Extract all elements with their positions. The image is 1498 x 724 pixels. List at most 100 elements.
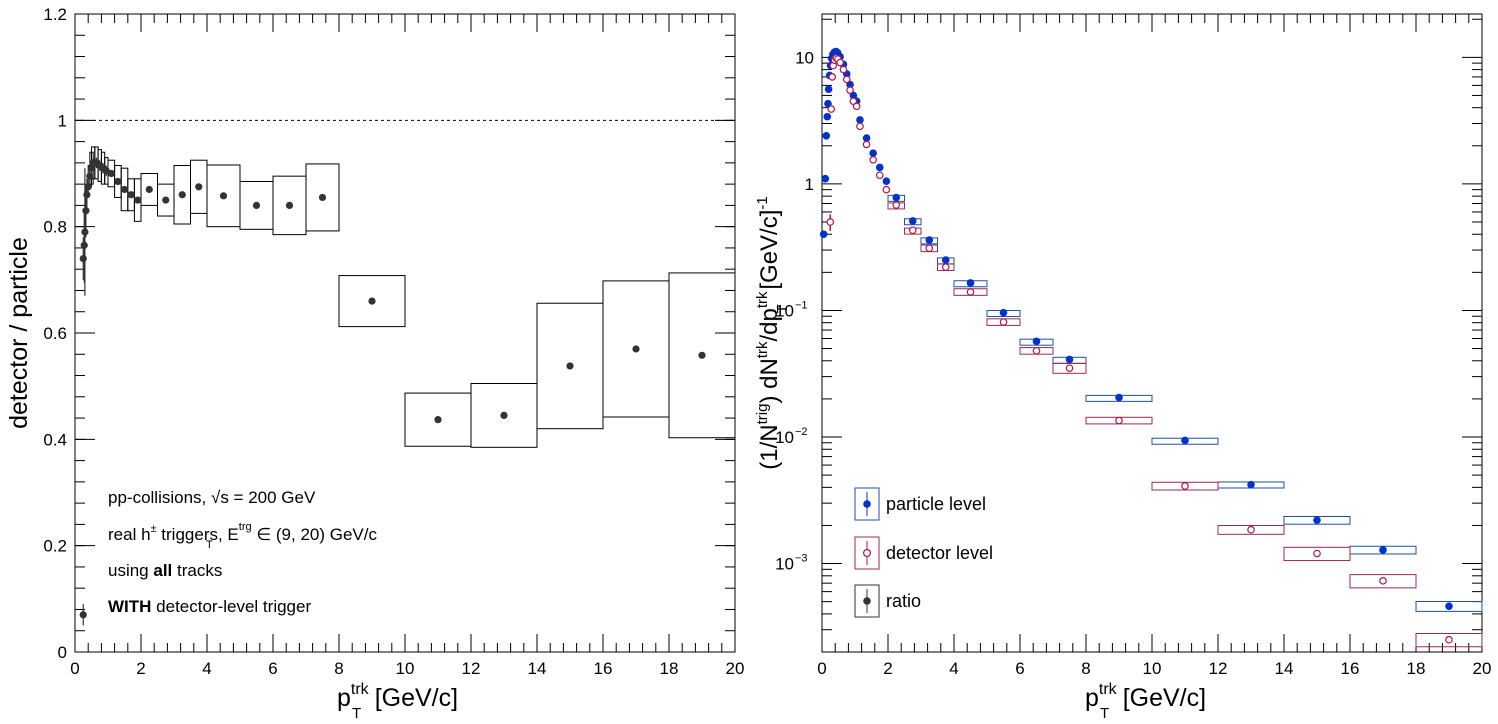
right-y-label-p8: -1 (754, 196, 771, 209)
detector-sys-box (1217, 525, 1285, 535)
right-y-label-p4: /dp (756, 308, 783, 341)
right-y-label-p7: [GeV/c] (756, 210, 783, 297)
left-y-tick-label: 0.4 (43, 430, 67, 449)
particle-point (1181, 436, 1189, 445)
right-x-tick-label: 2 (883, 659, 892, 678)
ratio-point (145, 185, 153, 194)
left-y-tick-label: 1.2 (43, 5, 67, 24)
left-data-points (79, 157, 706, 626)
particle-point (941, 256, 950, 264)
particle-point (823, 112, 832, 121)
left-x-tick-label: 12 (462, 659, 481, 678)
detector-point (862, 140, 871, 149)
detector-point (826, 218, 835, 226)
right-x-tick-label: 20 (1473, 659, 1492, 678)
particle-point (822, 131, 831, 140)
right-y-label-p0: (1/N (756, 424, 783, 469)
left-x-tick-label: 0 (70, 659, 79, 678)
particle-point (819, 230, 828, 239)
detector-point (1032, 346, 1041, 355)
right-y-tick-label: 10 (775, 301, 794, 320)
detector-point (1313, 549, 1321, 558)
detector-point (869, 155, 877, 164)
left-y-ticks: 0 0.2 0.4 0.6 0.8 1 1.2 (43, 5, 735, 662)
detector-sys-box (1349, 574, 1417, 589)
ratio-point (83, 191, 91, 199)
right-y-tick-exponent: −1 (795, 299, 808, 311)
ratio-point (81, 228, 89, 236)
annotation-trigger-level-post: detector-level trigger (151, 597, 311, 616)
detector-point (966, 288, 975, 296)
particle-point (1115, 393, 1123, 402)
right-x-tick-label: 10 (1143, 659, 1162, 678)
left-x-label-sup: trk (351, 681, 370, 698)
left-sys-boxes (87, 146, 736, 448)
left-x-ticks: 0 2 4 6 8 10 12 14 16 18 20 (70, 14, 744, 678)
detector-point (1379, 577, 1387, 585)
detector-point (856, 122, 864, 131)
right-x-tick-label: 12 (1209, 659, 1228, 678)
ratio-point (107, 169, 115, 178)
annotation-tracks-post: tracks (172, 561, 222, 580)
particle-sys-box (1415, 600, 1483, 612)
ratio-point (84, 183, 92, 191)
annotation-triggers: real h± triggers, Etrg ∈ (9, 20) GeV/c (108, 521, 377, 544)
particle-point (1445, 602, 1453, 611)
particle-point (1032, 337, 1041, 346)
ratio-point (162, 196, 170, 204)
ratio-point (127, 191, 135, 199)
right-x-tick-label: 18 (1407, 659, 1426, 678)
left-x-label-main: p (337, 684, 351, 712)
ratio-point (120, 185, 129, 194)
ratio-point (80, 241, 88, 249)
left-y-tick-label: 0.8 (43, 218, 67, 237)
right-y-label-p2: ) dN (756, 358, 783, 403)
ratio-point (79, 254, 87, 263)
legend-ratio-marker (863, 597, 871, 605)
left-plot-frame (74, 13, 736, 653)
left-x-tick-label: 2 (136, 659, 145, 678)
ratio-point (632, 345, 640, 353)
ratio-point (79, 611, 87, 619)
ratio-point (500, 411, 508, 420)
right-y-label-p5: trk (754, 291, 771, 308)
ratio-point (566, 362, 574, 370)
left-ratio-plot: 0 0.2 0.4 0.6 0.8 1 1.2 0 2 4 6 8 10 12 14 16 18 20 dete… (5, 5, 744, 722)
annotation-tracks-pre: using (108, 561, 153, 580)
right-y-label-p1: trig (754, 404, 771, 425)
right-y-tick-exponent: −2 (795, 426, 808, 438)
detector-point (1065, 364, 1074, 372)
annotation-triggers-mid: triggers, E (157, 525, 239, 544)
particle-point (862, 134, 871, 142)
particle-point (1247, 480, 1255, 489)
left-x-label-sub: T (352, 705, 361, 722)
detector-point (828, 73, 837, 81)
ratio-point (318, 193, 327, 202)
particle-point (824, 85, 833, 94)
detector-point (827, 105, 836, 113)
particle-point (966, 279, 975, 287)
left-annotations: pp-collisions, √s = 200 GeV real h± trig… (108, 488, 377, 616)
particle-point (882, 177, 891, 186)
particle-point (1379, 546, 1387, 554)
ratio-sys-box (338, 275, 406, 328)
right-data-points (819, 47, 1453, 644)
left-y-tick-label: 0.2 (43, 537, 67, 556)
ratio-point (134, 196, 142, 204)
detector-point (1115, 416, 1123, 425)
right-x-label-main: p (1085, 684, 1099, 712)
particle-point (875, 163, 884, 172)
annotation-trigger-level-bold: WITH (108, 597, 151, 616)
left-x-tick-label: 6 (268, 659, 277, 678)
detector-point (842, 75, 851, 84)
particle-point (925, 236, 934, 244)
particle-point (892, 193, 901, 202)
annotation-collisions: pp-collisions, √s = 200 GeV (108, 488, 316, 507)
detector-point (836, 58, 844, 67)
ratio-point (86, 172, 94, 180)
ratio-point (434, 416, 442, 424)
particle-point (821, 174, 830, 183)
ratio-point (252, 201, 261, 209)
detector-point (849, 97, 858, 106)
